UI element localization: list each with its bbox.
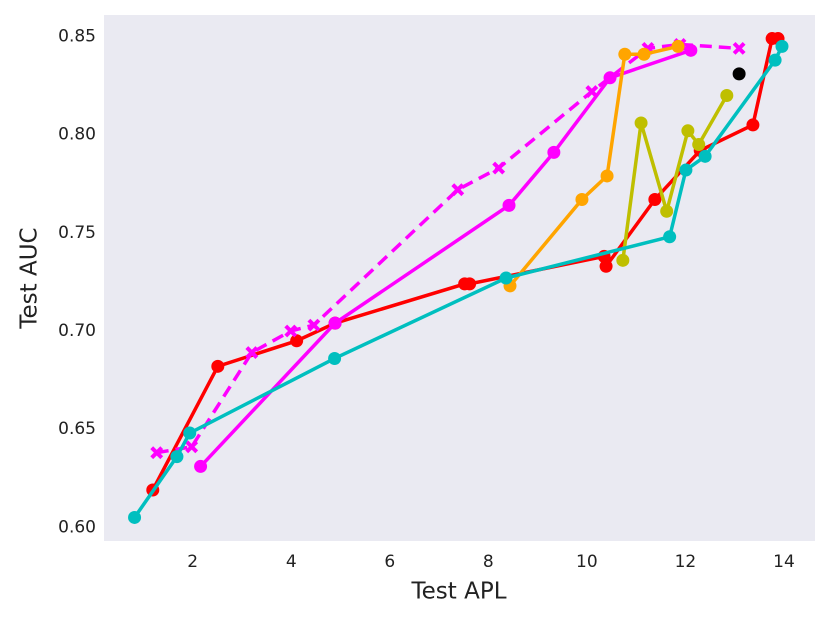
point-marker xyxy=(684,43,698,57)
x-tick-label: 10 xyxy=(576,552,598,572)
point-marker xyxy=(463,277,477,291)
point-marker xyxy=(183,426,197,440)
point-marker xyxy=(720,88,734,102)
y-tick-label: 0.65 xyxy=(58,419,96,439)
series xyxy=(503,39,685,293)
point-marker xyxy=(679,163,693,177)
point-marker xyxy=(492,161,506,175)
point-marker xyxy=(575,192,589,206)
point-marker xyxy=(681,124,695,138)
point-marker xyxy=(328,316,342,330)
point-marker xyxy=(618,47,632,61)
y-tick-label: 0.80 xyxy=(58,125,96,145)
point-marker xyxy=(499,271,513,285)
plot-area xyxy=(104,15,815,541)
point-marker xyxy=(732,41,746,55)
point-marker xyxy=(451,183,465,197)
point-marker xyxy=(290,334,304,348)
series-line xyxy=(621,94,729,261)
point-marker xyxy=(616,253,630,267)
x-tick-label: 4 xyxy=(286,552,297,572)
point-marker xyxy=(660,204,674,218)
point-marker xyxy=(746,118,760,132)
series-line xyxy=(133,45,784,519)
point-marker xyxy=(599,259,613,273)
point-marker xyxy=(307,318,321,332)
point-marker xyxy=(170,450,184,464)
point-marker xyxy=(692,138,706,152)
y-tick-label: 0.75 xyxy=(58,223,96,243)
point-marker xyxy=(585,85,599,98)
y-tick-label: 0.85 xyxy=(58,27,96,47)
x-tick-label: 12 xyxy=(675,552,697,572)
x-tick-label: 14 xyxy=(773,552,795,572)
point-marker xyxy=(698,149,712,163)
x-tick-label: 6 xyxy=(384,552,395,572)
point-marker xyxy=(150,446,164,460)
point-marker xyxy=(185,440,199,454)
point-marker xyxy=(637,47,651,61)
point-marker xyxy=(732,67,746,81)
point-marker xyxy=(547,145,561,159)
point-marker xyxy=(648,192,662,206)
point-marker xyxy=(600,169,614,183)
point-marker xyxy=(634,116,648,130)
point-marker xyxy=(128,510,142,524)
x-tick-label: 8 xyxy=(483,552,494,572)
point-marker xyxy=(768,53,782,67)
series xyxy=(128,39,789,524)
point-marker xyxy=(211,359,225,373)
y-axis-label: Test AUC xyxy=(17,227,43,329)
point-marker xyxy=(775,39,789,53)
point-marker xyxy=(194,459,208,473)
y-tick-label: 0.70 xyxy=(58,321,96,341)
point-marker xyxy=(663,230,677,244)
point-marker xyxy=(502,198,516,212)
series xyxy=(616,88,734,267)
y-tick-label: 0.60 xyxy=(58,517,96,537)
point-marker xyxy=(671,39,685,53)
point-marker xyxy=(245,346,259,359)
point-marker xyxy=(284,324,298,338)
point-marker xyxy=(328,351,342,365)
series xyxy=(732,67,746,81)
x-axis-label: Test APL xyxy=(410,579,506,605)
x-tick-label: 2 xyxy=(187,552,198,572)
